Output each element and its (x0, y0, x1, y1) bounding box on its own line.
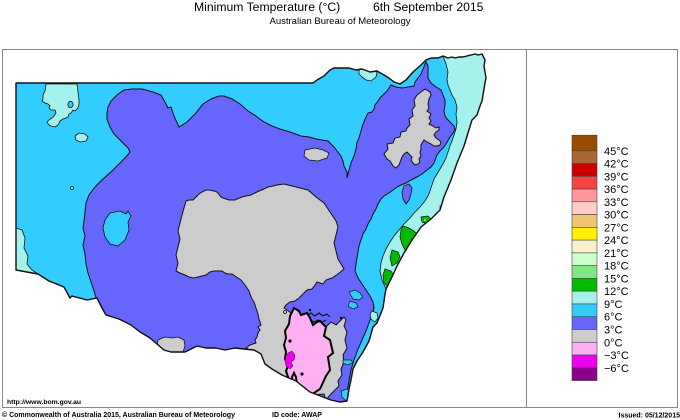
svg-text:ID code: AWAP: ID code: AWAP (272, 412, 322, 419)
svg-text:18°C: 18°C (604, 261, 629, 273)
svg-text:−3°C: −3°C (604, 350, 629, 362)
svg-text:15°C: 15°C (604, 273, 629, 285)
svg-text:45°C: 45°C (604, 146, 629, 158)
svg-text:−6°C: −6°C (604, 363, 629, 375)
svg-text:42°C: 42°C (604, 159, 629, 171)
svg-text:© Commonwealth of Australia 20: © Commonwealth of Australia 2015, Austra… (2, 411, 235, 419)
svg-text:30°C: 30°C (604, 210, 629, 222)
svg-text:3°C: 3°C (604, 325, 623, 337)
svg-text:27°C: 27°C (604, 222, 629, 234)
svg-text:33°C: 33°C (604, 197, 629, 209)
svg-text:Issued: 05/12/2015: Issued: 05/12/2015 (619, 413, 680, 420)
svg-text:24°C: 24°C (604, 235, 629, 247)
svg-text:21°C: 21°C (604, 248, 629, 260)
svg-text:6°C: 6°C (604, 312, 623, 324)
svg-text:12°C: 12°C (604, 286, 629, 298)
svg-text:0°C: 0°C (604, 337, 623, 349)
svg-text:39°C: 39°C (604, 171, 629, 183)
svg-text:36°C: 36°C (604, 184, 629, 196)
svg-text:http://www.bom.gov.au: http://www.bom.gov.au (7, 399, 81, 406)
svg-text:9°C: 9°C (604, 299, 623, 311)
